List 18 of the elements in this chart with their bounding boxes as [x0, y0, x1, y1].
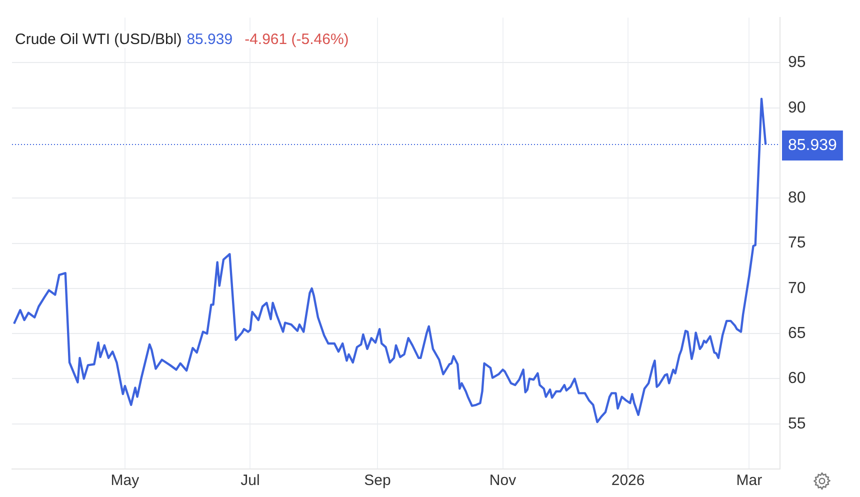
x-tick-label: Nov: [489, 472, 517, 490]
y-tick-label: 55: [788, 415, 806, 432]
y-tick-label: 75: [788, 234, 806, 252]
y-tick-label: 60: [788, 370, 806, 388]
y-tick-label: 65: [788, 324, 806, 342]
text: Crude Oil WTI (USD/Bbl): [15, 31, 182, 48]
y-tick-label: 95: [788, 54, 806, 72]
y-tick-label: 90: [788, 99, 806, 116]
x-tick-label: Sep: [364, 472, 391, 490]
y-tick-label: 80: [788, 190, 806, 207]
annotation: 85.939: [186, 31, 233, 48]
x-tick-label: Mar: [736, 472, 762, 490]
x-tick-label: 2026: [611, 472, 645, 490]
x-tick-label: May: [110, 472, 140, 490]
ref-line-label: 85.939: [788, 136, 838, 154]
y-tick-label: 70: [788, 280, 806, 297]
annotation: -4.961 (-5.46%): [244, 31, 349, 48]
x-tick-label: Jul: [240, 472, 260, 490]
